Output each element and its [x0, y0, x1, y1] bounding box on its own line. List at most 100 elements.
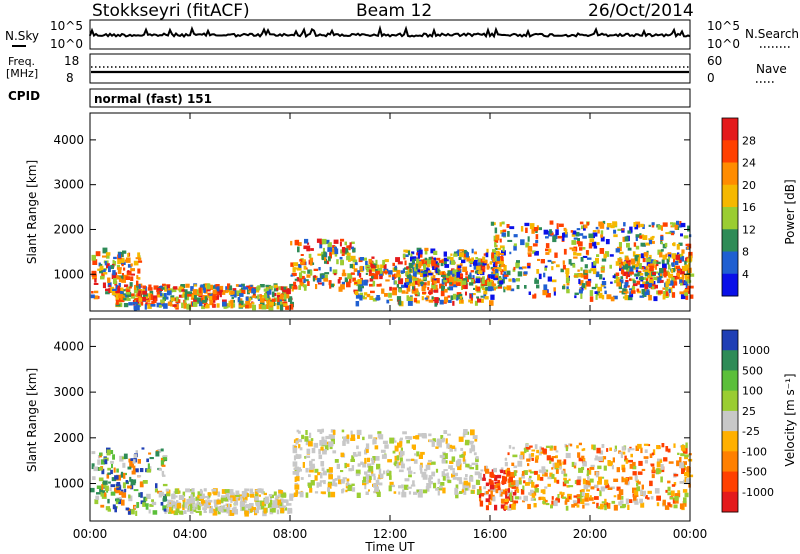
scatter-cell — [465, 488, 468, 491]
scatter-cell — [90, 294, 95, 299]
scatter-cell — [297, 439, 303, 443]
scatter-cell — [358, 273, 362, 278]
scatter-cell — [676, 272, 680, 278]
scatter-cell — [453, 283, 458, 288]
scatter-cell — [536, 269, 540, 274]
scatter-cell — [492, 263, 498, 268]
scatter-cell — [157, 449, 162, 453]
scatter-cell — [319, 241, 323, 245]
scatter-cell — [596, 242, 600, 246]
scatter-cell — [134, 285, 137, 290]
scatter-cell — [499, 280, 504, 285]
scatter-cell — [239, 502, 245, 507]
scatter-cell — [652, 272, 656, 275]
scatter-cell — [571, 233, 575, 237]
scatter-cell — [121, 261, 126, 265]
scatter-cell — [535, 234, 539, 240]
scatter-cell — [454, 472, 458, 476]
scatter-cell — [484, 259, 488, 264]
scatter-cell — [215, 506, 218, 512]
scatter-cell — [657, 458, 662, 462]
scatter-cell — [470, 429, 475, 436]
scatter-cell — [663, 291, 668, 297]
scatter-cell — [406, 266, 411, 270]
scatter-cell — [424, 247, 429, 252]
scatter-cell — [522, 500, 525, 503]
scatter-cell — [292, 267, 296, 273]
scatter-cell — [356, 429, 362, 436]
scatter-cell — [569, 247, 574, 250]
scatter-cell — [190, 497, 196, 504]
scatter-cell — [440, 482, 445, 486]
scatter-cell — [397, 442, 402, 448]
scatter-cell — [105, 291, 110, 295]
scatter-cell — [368, 258, 373, 265]
scatter-cell — [290, 274, 293, 277]
scatter-cell — [530, 471, 534, 474]
scatter-cell — [665, 253, 668, 258]
scatter-cell — [411, 282, 416, 287]
scatter-cell — [558, 223, 564, 227]
scatter-cell — [420, 451, 425, 455]
scatter-cell — [377, 433, 382, 438]
scatter-cell — [562, 235, 565, 241]
scatter-cell — [380, 449, 386, 453]
scatter-cell — [479, 486, 482, 491]
y-tick-label: 4000 — [53, 133, 84, 147]
scatter-cell — [611, 464, 614, 470]
scatter-cell — [365, 272, 368, 275]
scatter-cell — [121, 296, 125, 303]
scatter-cell — [579, 221, 584, 225]
scatter-cell — [461, 280, 466, 285]
scatter-cell — [668, 264, 671, 270]
scatter-cell — [437, 487, 443, 490]
scatter-cell — [624, 236, 629, 242]
scatter-cell — [111, 273, 116, 280]
scatter-cell — [200, 297, 204, 303]
scatter-cell — [229, 492, 235, 498]
scatter-cell — [589, 467, 595, 470]
scatter-cell — [231, 296, 234, 300]
scatter-cell — [599, 248, 605, 254]
scatter-cell — [535, 250, 539, 254]
scatter-cell — [488, 494, 491, 499]
scatter-cell — [470, 270, 475, 273]
scatter-cell — [118, 278, 123, 283]
scatter-cell — [464, 442, 470, 446]
scatter-cell — [545, 499, 548, 503]
scatter-cell — [235, 490, 240, 496]
scatter-cell — [373, 273, 379, 280]
scatter-cell — [680, 222, 686, 228]
scatter-cell — [667, 480, 671, 484]
scatter-cell — [529, 475, 532, 478]
scatter-cell — [329, 283, 332, 289]
scatter-cell — [556, 459, 562, 465]
scatter-cell — [246, 297, 252, 301]
scatter-cell — [173, 510, 179, 516]
scatter-cell — [469, 448, 472, 454]
scatter-cell — [368, 434, 373, 439]
scatter-cell — [211, 303, 215, 307]
scatter-cell — [418, 264, 422, 269]
scatter-cell — [449, 448, 453, 452]
scatter-cell — [94, 278, 97, 283]
scatter-cell — [313, 275, 317, 278]
scatter-cell — [493, 252, 497, 255]
scatter-cell — [595, 283, 598, 288]
scatter-cell — [194, 294, 197, 300]
scatter-cell — [344, 247, 349, 254]
scatter-cell — [633, 490, 639, 496]
scatter-cell — [620, 261, 624, 266]
scatter-cell — [572, 263, 576, 268]
scatter-cell — [340, 249, 344, 254]
scatter-cell — [345, 489, 348, 493]
scatter-cell — [366, 267, 371, 273]
scatter-cell — [352, 247, 356, 253]
scatter-cell — [637, 471, 643, 475]
scatter-cell — [643, 252, 648, 257]
scatter-cell — [407, 301, 413, 306]
colorbar-tick-label: -100 — [742, 445, 767, 458]
scatter-cell — [351, 483, 355, 486]
scatter-cell — [665, 291, 669, 296]
